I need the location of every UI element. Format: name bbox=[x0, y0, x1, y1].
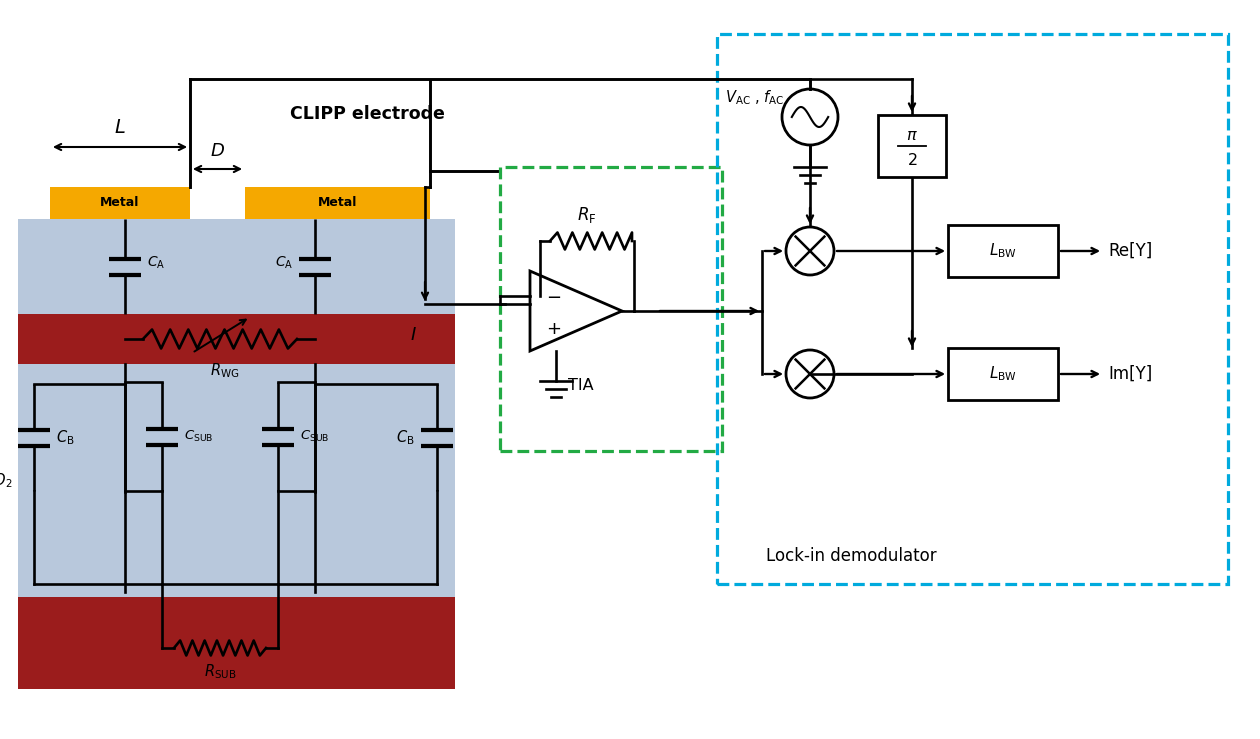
Text: $C_\mathrm{A}$: $C_\mathrm{A}$ bbox=[275, 254, 294, 270]
Text: Im[Y]: Im[Y] bbox=[1108, 365, 1152, 383]
Text: $C_\mathrm{SUB}$: $C_\mathrm{SUB}$ bbox=[184, 429, 213, 444]
Bar bbox=[948, 225, 1058, 277]
Text: $C_\mathrm{B}$: $C_\mathrm{B}$ bbox=[55, 428, 74, 447]
Text: Metal: Metal bbox=[101, 197, 140, 209]
Text: $L$: $L$ bbox=[115, 118, 126, 137]
Text: CLIPP electrode: CLIPP electrode bbox=[290, 105, 445, 123]
Text: SiO$_2$: SiO$_2$ bbox=[0, 471, 13, 490]
Text: $V_{\mathrm{AC}}$ , $f_{\mathrm{AC}}$: $V_{\mathrm{AC}}$ , $f_{\mathrm{AC}}$ bbox=[726, 88, 785, 107]
Text: $+$: $+$ bbox=[547, 320, 562, 338]
Bar bbox=[717, 34, 1228, 584]
Text: Si: Si bbox=[0, 636, 13, 650]
Text: TIA: TIA bbox=[568, 378, 593, 393]
Bar bbox=[948, 348, 1058, 400]
Bar bbox=[18, 219, 455, 314]
Text: Lock-in demodulator: Lock-in demodulator bbox=[766, 547, 936, 565]
Bar bbox=[18, 364, 455, 597]
Text: Re[Y]: Re[Y] bbox=[1108, 242, 1152, 260]
Text: $D$: $D$ bbox=[210, 142, 226, 160]
Bar bbox=[878, 115, 946, 177]
Text: $C_\mathrm{A}$: $C_\mathrm{A}$ bbox=[147, 254, 165, 270]
Text: $R_\mathrm{F}$: $R_\mathrm{F}$ bbox=[577, 205, 597, 225]
Text: $R_\mathrm{SUB}$: $R_\mathrm{SUB}$ bbox=[204, 662, 237, 681]
Text: $L_{\mathrm{BW}}$: $L_{\mathrm{BW}}$ bbox=[989, 242, 1017, 260]
Text: $C_\mathrm{B}$: $C_\mathrm{B}$ bbox=[397, 428, 415, 447]
Text: Si: Si bbox=[0, 332, 13, 347]
Text: $2$: $2$ bbox=[907, 152, 917, 168]
Bar bbox=[18, 314, 455, 364]
Bar bbox=[500, 167, 722, 451]
Text: $R_\mathrm{WG}$: $R_\mathrm{WG}$ bbox=[210, 361, 239, 380]
Text: $\pi$: $\pi$ bbox=[906, 128, 919, 143]
Text: $L_{\mathrm{BW}}$: $L_{\mathrm{BW}}$ bbox=[989, 364, 1017, 384]
Text: $I$: $I$ bbox=[410, 326, 416, 344]
Text: $C_\mathrm{SUB}$: $C_\mathrm{SUB}$ bbox=[300, 429, 330, 444]
Text: $-$: $-$ bbox=[547, 287, 562, 305]
Bar bbox=[18, 597, 455, 689]
Text: Metal: Metal bbox=[318, 197, 357, 209]
Bar bbox=[50, 187, 190, 219]
Bar bbox=[244, 187, 430, 219]
